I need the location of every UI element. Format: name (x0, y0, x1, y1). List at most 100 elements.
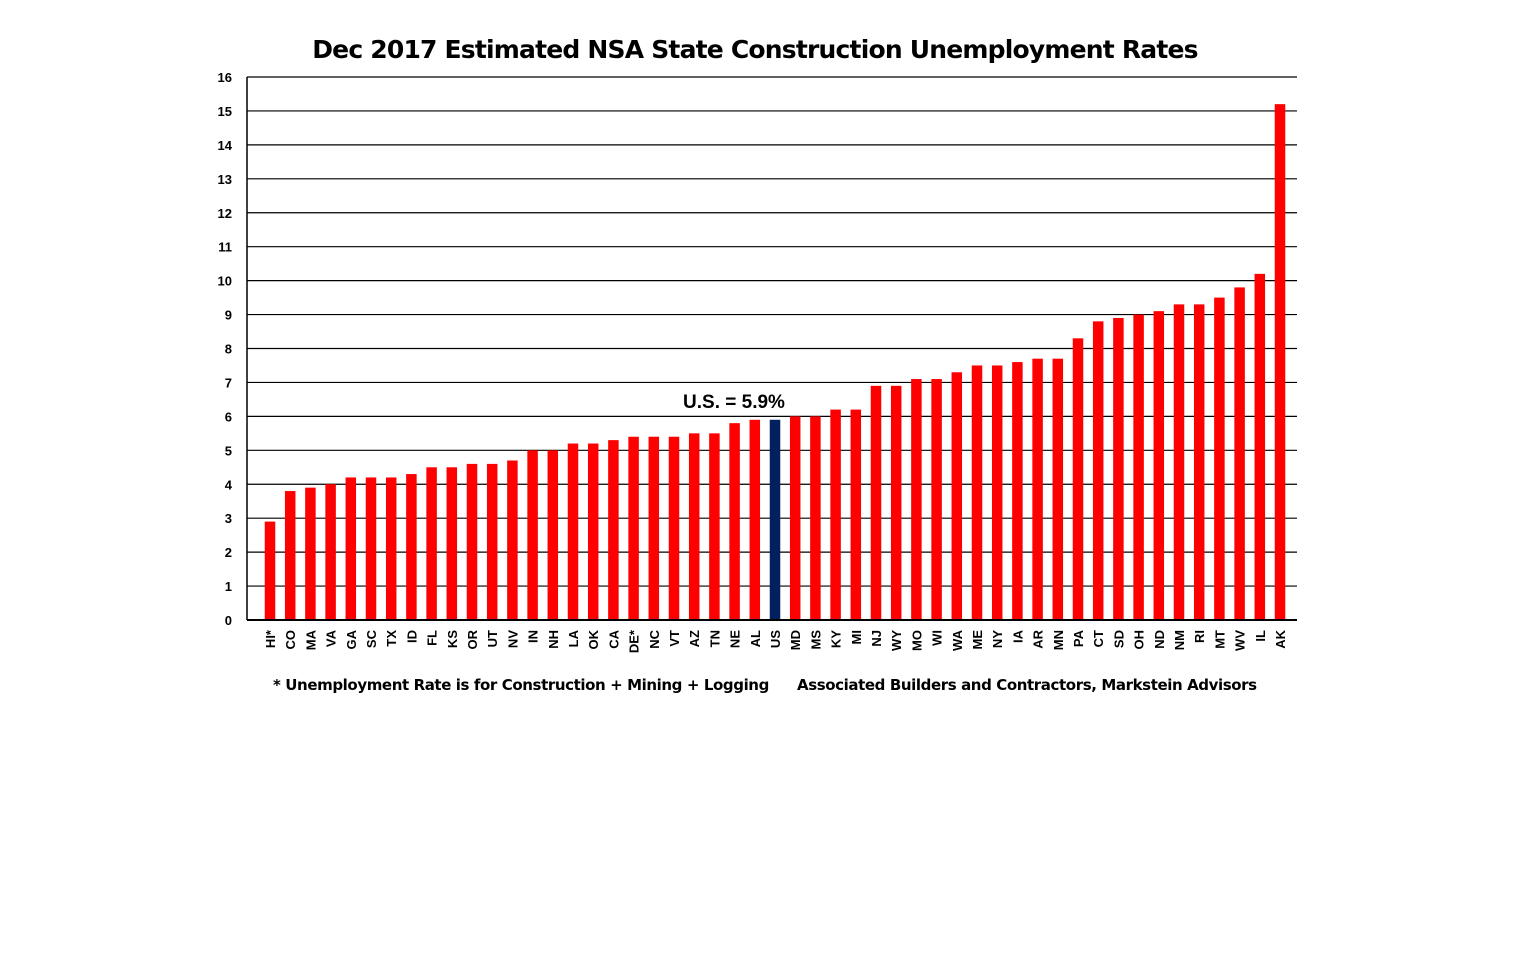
x-tick-label: AK (1273, 629, 1288, 648)
bar-nm (1173, 304, 1185, 620)
y-tick-label: 1 (225, 579, 232, 594)
bar-us (769, 419, 781, 620)
x-tick-label: NE (728, 630, 743, 648)
x-tick-label: LA (566, 629, 581, 647)
x-tick-label: MN (1051, 630, 1066, 650)
x-tick-label: AL (748, 630, 763, 647)
x-tick-label: AZ (687, 630, 702, 647)
x-tick-label: GA (344, 629, 359, 649)
x-tick-label: AR (1031, 629, 1046, 648)
y-tick-label: 7 (225, 375, 232, 390)
bar-ma (305, 487, 316, 620)
x-tick-label: WI (930, 630, 945, 646)
x-tick-label: ME (970, 630, 985, 650)
x-tick-label: OH (1132, 630, 1147, 650)
x-tick-label: NJ (869, 630, 884, 647)
bar-ri (1193, 304, 1205, 620)
y-tick-label: 16 (218, 70, 232, 85)
x-tick-label: MA (303, 629, 318, 650)
bar-ok (587, 443, 599, 620)
y-tick-label: 5 (225, 443, 232, 458)
x-tick-label: NC (647, 629, 662, 648)
x-tick-label: IN (526, 630, 541, 643)
x-tick-label: PA (1071, 629, 1086, 647)
bar-id (406, 474, 417, 620)
x-tick-label: OK (586, 629, 601, 649)
bar-sd (1113, 317, 1124, 620)
bar-mt (1214, 297, 1225, 620)
bar-hi (264, 521, 276, 620)
x-tick-label: RI (1192, 630, 1207, 643)
bar-mi (850, 409, 862, 620)
x-tick-label: KS (445, 630, 460, 648)
x-tick-label: NM (1172, 630, 1187, 650)
x-tick-label: CT (1091, 630, 1106, 647)
x-tick-label: CA (606, 629, 621, 648)
chart-title: Dec 2017 Estimated NSA State Constructio… (312, 35, 1198, 64)
x-tick-label: US (768, 630, 783, 648)
y-tick-label: 8 (225, 342, 232, 357)
bar-wi (931, 379, 942, 620)
bar-me (971, 365, 983, 620)
bar-ne (729, 423, 740, 620)
bar-pa (1072, 338, 1084, 620)
source-note: Associated Builders and Contractors, Mar… (797, 676, 1257, 694)
bar-il (1254, 273, 1266, 620)
x-tick-label: NV (505, 630, 520, 648)
bar-ia (1012, 362, 1023, 620)
x-tick-label: IL (1253, 630, 1268, 642)
y-tick-label: 13 (218, 172, 232, 187)
x-tick-label: MI (849, 630, 864, 644)
bar-ut (486, 463, 498, 620)
y-tick-label: 2 (225, 545, 232, 560)
x-tick-labels: HI* CO MA VA GA SC TX ID FL KS OR UT NV IN NH LA OK CA DE*… (263, 629, 1288, 653)
bar-ms (810, 416, 821, 620)
y-tick-label: 0 (225, 613, 232, 628)
bar-tx (385, 477, 397, 620)
bars (264, 104, 1286, 620)
x-tick-label: VA (324, 629, 339, 647)
bar-md (789, 416, 801, 620)
y-tick-label: 10 (218, 274, 232, 289)
x-tick-label: TN (707, 630, 722, 647)
bar-ar (1032, 358, 1043, 620)
bar-wy (890, 385, 902, 620)
x-tick-label: HI* (263, 629, 278, 648)
bar-al (749, 419, 761, 620)
bar-sc (365, 477, 377, 620)
bar-nh (547, 450, 559, 620)
bar-tn (709, 433, 720, 620)
y-tick-label: 6 (225, 409, 232, 424)
bar-ks (446, 467, 458, 620)
x-tick-label: MT (1212, 630, 1227, 649)
bar-ct (1092, 321, 1104, 620)
bar-oh (1133, 314, 1144, 620)
footnote: * Unemployment Rate is for Construction … (273, 676, 769, 694)
bar-ny (991, 365, 1003, 620)
x-tick-label: VT (667, 630, 682, 647)
x-tick-label: WV (1233, 630, 1248, 651)
bar-ky (830, 409, 841, 620)
y-tick-label: 15 (218, 104, 232, 119)
x-tick-label: ID (404, 630, 419, 643)
bar-la (567, 443, 579, 620)
bar-de (628, 436, 639, 620)
x-tick-label: CO (283, 630, 298, 650)
bar-fl (426, 467, 437, 620)
x-tick-label: UT (485, 630, 500, 647)
x-tick-label: ND (1152, 630, 1167, 649)
y-tick-label: 14 (218, 138, 233, 153)
x-tick-label: OR (465, 629, 480, 649)
y-tick-label: 12 (218, 206, 232, 221)
bar-va (325, 484, 336, 620)
bar-nd (1153, 311, 1165, 620)
bar-in (527, 450, 538, 620)
bar-wv (1234, 287, 1245, 620)
bar-vt (668, 436, 680, 620)
bar-nv (507, 460, 518, 620)
x-tick-label: SC (364, 629, 379, 648)
x-tick-label: MD (788, 630, 803, 650)
bar-nc (648, 436, 660, 620)
bar-ak (1274, 104, 1286, 620)
